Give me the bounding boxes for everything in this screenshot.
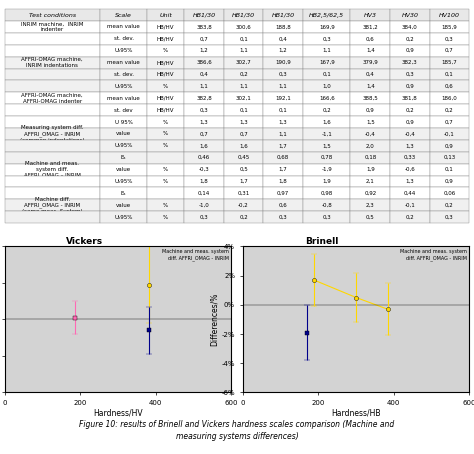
Legend: HV3, HV30, HV100: HV3, HV30, HV100	[316, 340, 353, 367]
X-axis label: Hardness/HB: Hardness/HB	[331, 409, 381, 418]
Text: Machine and meas. system
diff. AFFRI_OMAG - INRIM: Machine and meas. system diff. AFFRI_OMA…	[162, 249, 229, 261]
Title: Brinell: Brinell	[305, 237, 338, 246]
Text: Figure 10: results of Brinell and Vickers hardness scales comparison (Machine an: Figure 10: results of Brinell and Vicker…	[79, 420, 395, 441]
Text: Machine and meas. system
diff. AFFRI_OMAG - INRIM: Machine and meas. system diff. AFFRI_OMA…	[400, 249, 467, 261]
Title: Vickers: Vickers	[65, 237, 102, 246]
Y-axis label: Differences/%: Differences/%	[210, 293, 219, 346]
X-axis label: Hardness/HV: Hardness/HV	[93, 409, 143, 418]
